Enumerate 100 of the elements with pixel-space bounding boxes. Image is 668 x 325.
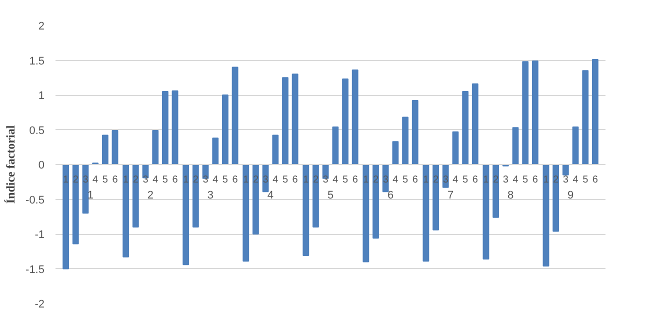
y-tick-label: 1 bbox=[38, 90, 45, 102]
x-tick-label: 3 bbox=[142, 174, 149, 186]
x-tick-label: 4 bbox=[92, 174, 99, 186]
x-tick-label: 2 bbox=[192, 174, 199, 186]
x-tick-label: 1 bbox=[243, 174, 250, 186]
x-tick-label: 2 bbox=[553, 174, 560, 186]
bar bbox=[332, 126, 339, 165]
y-tick-label: 0.5 bbox=[29, 124, 45, 137]
x-tick-label: 4 bbox=[272, 174, 279, 186]
bar bbox=[492, 164, 500, 218]
x-tick-label: 2 bbox=[372, 174, 379, 186]
x-tick-label: 1 bbox=[363, 174, 370, 186]
bar bbox=[252, 164, 259, 234]
x-tick-label: 6 bbox=[292, 174, 298, 186]
bar bbox=[182, 164, 190, 266]
annotation: 8 bbox=[508, 190, 514, 202]
bar bbox=[422, 164, 430, 262]
bar bbox=[352, 69, 358, 165]
y-tick-label: -1 bbox=[34, 229, 44, 241]
y-tick-label: 0 bbox=[38, 160, 45, 172]
bar bbox=[582, 70, 589, 165]
bar bbox=[222, 94, 228, 165]
annotation: 9 bbox=[568, 190, 574, 202]
x-tick-label: 2 bbox=[312, 174, 319, 186]
bar bbox=[562, 164, 569, 176]
x-tick-label: 3 bbox=[82, 174, 89, 186]
bar bbox=[282, 77, 288, 165]
x-tick-label: 3 bbox=[442, 174, 449, 186]
bar bbox=[172, 90, 178, 165]
bar bbox=[112, 130, 118, 165]
x-tick-label: 4 bbox=[512, 174, 519, 186]
bar bbox=[272, 134, 279, 165]
bar bbox=[592, 59, 598, 165]
x-tick-label: 5 bbox=[222, 174, 228, 186]
x-tick-label: 5 bbox=[282, 174, 288, 186]
x-tick-label: 4 bbox=[572, 174, 579, 186]
bar bbox=[462, 91, 469, 165]
x-tick-label: 1 bbox=[423, 174, 430, 186]
bar bbox=[542, 164, 550, 266]
x-tick-label: 2 bbox=[433, 174, 440, 186]
x-tick-label: 1 bbox=[483, 174, 490, 186]
x-tick-label: 5 bbox=[162, 174, 168, 186]
x-tick-label: 1 bbox=[183, 174, 190, 186]
y-tick-label: 2 bbox=[38, 20, 45, 32]
x-tick-label: 6 bbox=[172, 174, 178, 186]
x-tick-label: 6 bbox=[532, 174, 538, 186]
bar bbox=[452, 131, 459, 165]
x-tick-label: 4 bbox=[212, 174, 219, 186]
x-tick-label: 4 bbox=[152, 174, 159, 186]
bar bbox=[132, 164, 139, 228]
x-tick-label: 5 bbox=[102, 174, 108, 186]
y-tick-label: -2 bbox=[34, 298, 44, 310]
bar bbox=[372, 164, 379, 239]
y-tick-label: 1.5 bbox=[29, 55, 45, 68]
annotation: 4 bbox=[267, 190, 274, 202]
annotation: 2 bbox=[147, 190, 154, 202]
x-tick-label: 2 bbox=[132, 174, 139, 186]
x-tick-label: 1 bbox=[123, 174, 130, 186]
y-tick-label: -0.5 bbox=[26, 194, 45, 206]
annotation: 5 bbox=[327, 190, 334, 202]
x-tick-label: 6 bbox=[232, 174, 238, 186]
bar bbox=[122, 164, 130, 258]
bar bbox=[292, 74, 298, 165]
x-tick-label: 6 bbox=[472, 174, 478, 186]
bar bbox=[362, 164, 370, 262]
bar bbox=[552, 164, 560, 232]
bar bbox=[522, 61, 529, 165]
x-tick-label: 5 bbox=[582, 174, 589, 186]
bar bbox=[72, 164, 79, 244]
bar bbox=[392, 141, 399, 165]
bar bbox=[472, 83, 478, 165]
bar bbox=[102, 134, 108, 165]
x-tick-label: 4 bbox=[452, 174, 459, 186]
x-tick-label: 5 bbox=[402, 174, 408, 186]
y-tick-label: -1.5 bbox=[26, 264, 45, 276]
x-tick-label: 1 bbox=[63, 174, 70, 186]
x-tick-label: 3 bbox=[562, 174, 569, 186]
bar bbox=[242, 164, 250, 262]
x-tick-label: 6 bbox=[592, 174, 598, 186]
x-tick-label: 5 bbox=[522, 174, 529, 186]
x-tick-label: 1 bbox=[543, 174, 550, 186]
x-tick-label: 4 bbox=[332, 174, 339, 186]
x-tick-label: 3 bbox=[502, 174, 509, 186]
bar bbox=[482, 164, 490, 260]
x-tick-label: 2 bbox=[493, 174, 500, 186]
bar bbox=[312, 164, 319, 228]
bar bbox=[62, 164, 70, 270]
x-tick-label: 3 bbox=[262, 174, 269, 186]
x-tick-label: 2 bbox=[252, 174, 259, 186]
x-tick-label: 6 bbox=[412, 174, 418, 186]
x-tick-label: 1 bbox=[303, 174, 310, 186]
x-tick-label: 6 bbox=[352, 174, 358, 186]
bar bbox=[212, 138, 219, 165]
bar bbox=[302, 164, 310, 256]
x-tick-label: 5 bbox=[342, 174, 348, 186]
annotation: 6 bbox=[387, 190, 394, 202]
x-tick-label: 2 bbox=[72, 174, 79, 186]
bar bbox=[512, 127, 519, 165]
x-tick-label: 4 bbox=[392, 174, 399, 186]
bar bbox=[152, 130, 159, 165]
